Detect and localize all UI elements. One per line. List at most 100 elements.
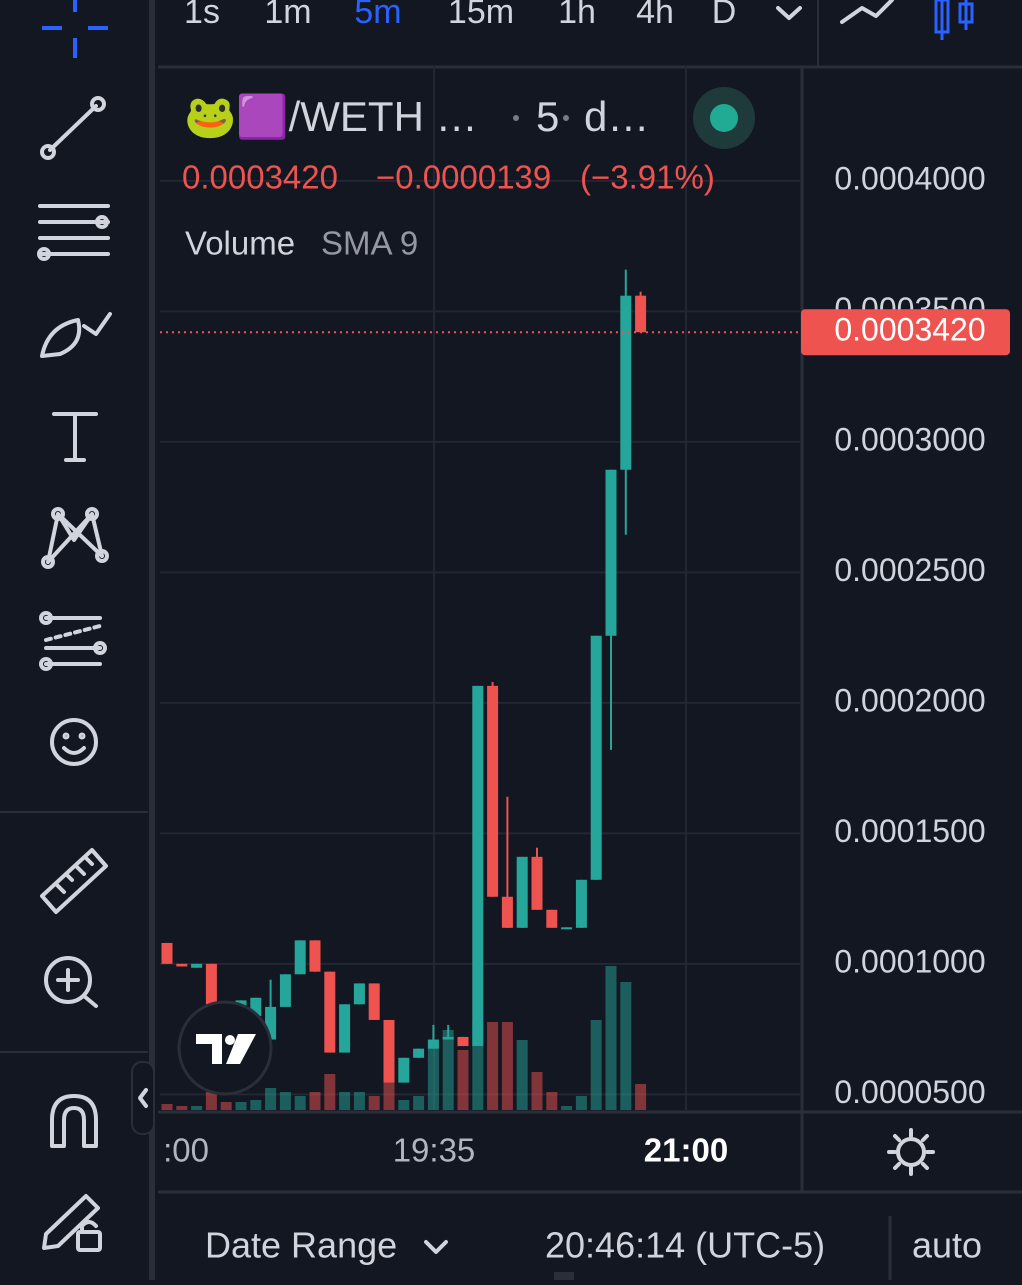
volume-bar — [590, 1020, 602, 1110]
timeframe[interactable]: 1s — [184, 0, 220, 31]
candle-body — [413, 1048, 425, 1058]
volume-bar — [413, 1096, 425, 1110]
trend-line-tool[interactable] — [40, 96, 106, 160]
y-tick-label: 0.0003000 — [834, 421, 985, 457]
fib-tool[interactable] — [37, 204, 110, 261]
ruler-tool[interactable] — [40, 848, 108, 914]
market-status[interactable] — [710, 104, 738, 132]
volume-bar — [235, 1102, 247, 1110]
candle-body — [205, 963, 217, 1005]
candle-body — [620, 295, 632, 470]
tradingview-logo[interactable] — [177, 1000, 273, 1096]
symbol[interactable]: 🐸🟪/WETH … — [184, 92, 478, 141]
time-label: :00 — [163, 1132, 209, 1169]
candle-body — [561, 927, 573, 930]
candle-body — [531, 856, 543, 910]
volume-bar — [383, 1078, 395, 1110]
volume-bar — [501, 1022, 513, 1110]
volume-bar — [531, 1072, 543, 1110]
collapse-arrow — [138, 1088, 148, 1108]
settings[interactable] — [887, 1128, 935, 1176]
lock-tool[interactable] — [42, 1194, 102, 1252]
candle-body — [487, 685, 499, 897]
volume-bar — [309, 1092, 321, 1110]
timeframe[interactable]: 1h — [558, 0, 596, 31]
volume-bar — [427, 1045, 439, 1110]
chart-type-candles[interactable] — [934, 0, 974, 40]
brush-tool[interactable] — [40, 312, 112, 358]
pattern-tool[interactable] — [41, 507, 109, 569]
collapse-toolbar[interactable] — [131, 1061, 155, 1135]
candle-body — [353, 983, 365, 1005]
y-tick-label: 0.0000500 — [834, 1074, 985, 1110]
forecast-tool[interactable] — [39, 611, 107, 671]
candle-body — [457, 1036, 469, 1047]
interval: 5 — [536, 93, 559, 140]
candle-body — [398, 1057, 410, 1083]
candle-body — [265, 1006, 277, 1040]
volume-bar — [605, 966, 617, 1110]
time-label: 21:00 — [644, 1132, 728, 1169]
chart-type-line[interactable] — [840, 0, 894, 24]
candle-body — [191, 963, 203, 968]
candle-body — [279, 974, 291, 1007]
volume-bar — [472, 1022, 484, 1110]
magnet-tool[interactable] — [50, 1094, 98, 1148]
candle-body — [339, 1004, 351, 1053]
clock[interactable]: 20:46:14 (UTC-5) — [545, 1225, 825, 1266]
indicator-params: SMA 9 — [321, 225, 418, 262]
text-tool[interactable] — [52, 412, 98, 462]
last-price: 0.0003420 — [182, 159, 338, 196]
date-range[interactable]: Date Range — [205, 1225, 397, 1266]
percent-change: (−3.91%) — [580, 159, 715, 196]
candle-body — [472, 685, 484, 1047]
zoom-tool[interactable] — [44, 956, 98, 1008]
volume-bar — [620, 982, 632, 1110]
y-tick-label: 0.0002500 — [834, 552, 985, 588]
volume-bar — [353, 1092, 365, 1110]
candle-body — [368, 983, 380, 1020]
candle-body — [161, 942, 173, 964]
volume-bar — [279, 1092, 291, 1110]
volume-bar — [457, 1050, 469, 1110]
y-tick-label: 0.0004000 — [834, 160, 985, 196]
interval-dropdown[interactable] — [776, 6, 802, 20]
last-price-label: 0.0003420 — [834, 312, 985, 348]
timeframe[interactable]: D — [712, 0, 737, 31]
emoji-tool[interactable] — [50, 718, 98, 766]
indicator-name[interactable]: Volume — [185, 225, 295, 262]
volume-bar — [368, 1096, 380, 1110]
volume-bar — [635, 1084, 647, 1110]
crosshair-tool[interactable] — [42, 0, 108, 58]
volume-bar — [487, 1022, 499, 1110]
candle-body — [442, 1036, 454, 1040]
candle-body — [250, 997, 262, 1017]
toolbar — [0, 0, 148, 1280]
candle-body — [324, 971, 336, 1053]
timeframe[interactable]: 1m — [264, 0, 311, 31]
timeframe[interactable]: 4h — [636, 0, 674, 31]
scale-mode[interactable]: auto — [912, 1225, 982, 1266]
candle-body — [635, 295, 647, 333]
volume-bar — [442, 1030, 454, 1110]
volume-bar — [191, 1106, 203, 1110]
volume-bar — [161, 1104, 173, 1110]
volume-bar — [561, 1106, 573, 1110]
logo-mark — [196, 1034, 256, 1064]
volume-bar — [205, 1092, 217, 1110]
volume-bar — [294, 1096, 306, 1110]
candle-body — [383, 1019, 395, 1083]
separator — [513, 115, 519, 121]
timeframe[interactable]: 15m — [448, 0, 514, 31]
volume-bar — [176, 1106, 188, 1110]
exchange: d… — [584, 93, 649, 140]
volume-bar — [220, 1102, 232, 1110]
price-axis: 0.0000500 0.0001000 0.0001500 0.0002000 0.00… — [801, 160, 1010, 1110]
volume-bar — [516, 1040, 528, 1110]
plot — [160, 269, 800, 1110]
candle-body — [309, 940, 321, 972]
timeframe[interactable]: 5m — [354, 0, 401, 31]
last-price-badge — [801, 309, 1010, 356]
separator — [563, 115, 569, 121]
